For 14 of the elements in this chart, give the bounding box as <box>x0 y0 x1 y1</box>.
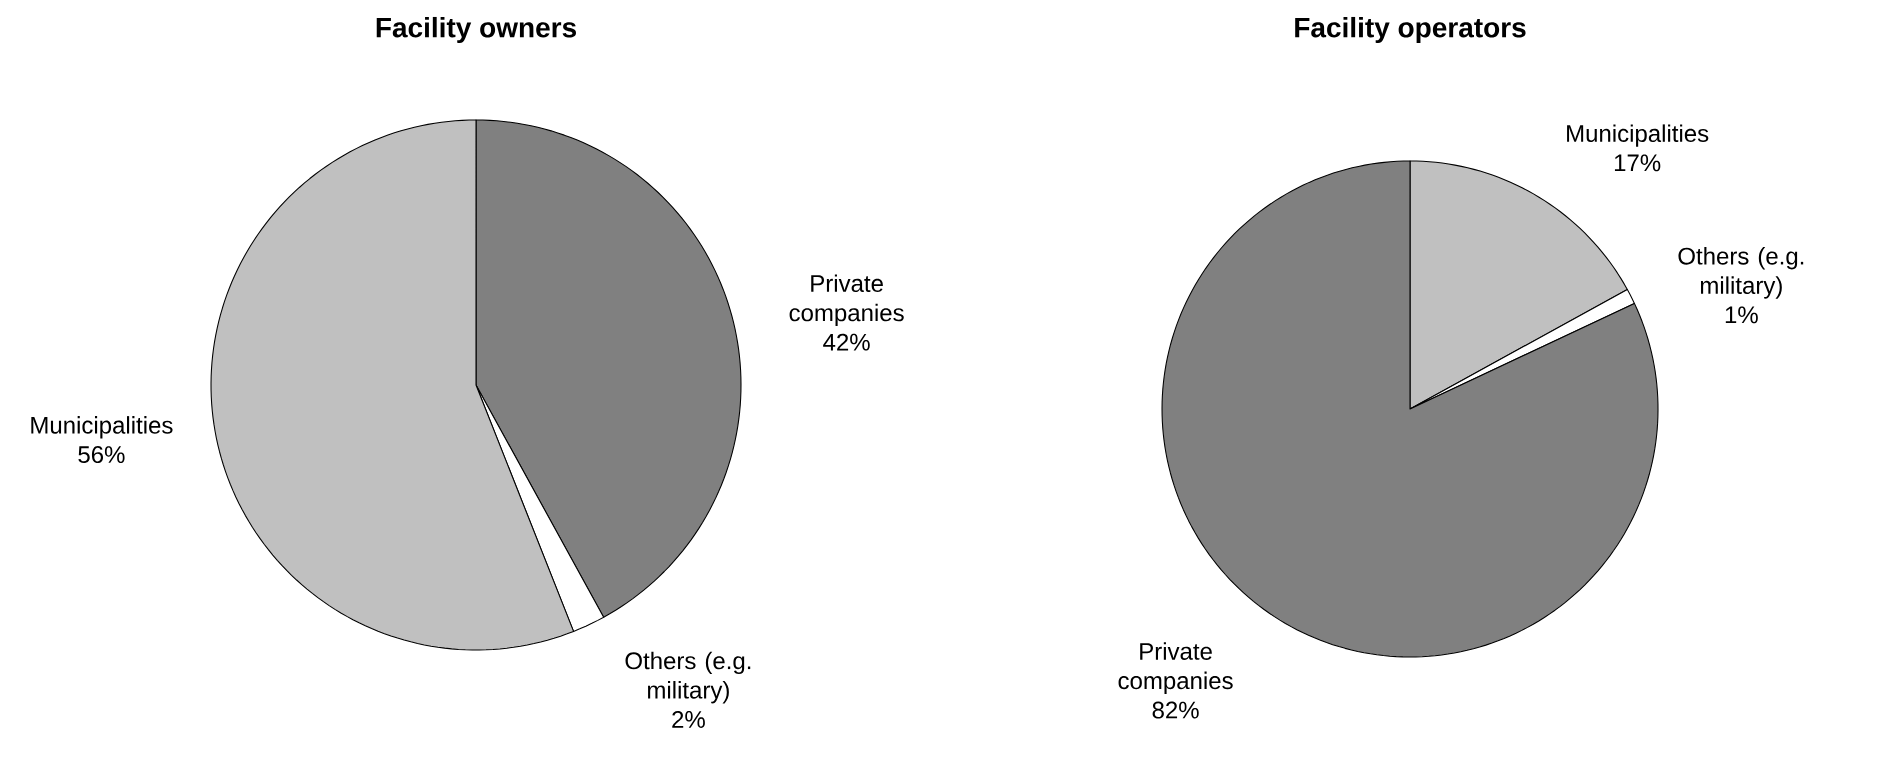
data-label: 2% <box>672 710 705 728</box>
data-label: 42% <box>823 333 870 351</box>
slice-label: Municipalities <box>31 416 173 439</box>
slice-label: Others (e.g. military) <box>625 651 751 704</box>
slice-label: Municipalities <box>1567 124 1709 147</box>
slice-label: Private companies <box>1118 642 1233 694</box>
data-label: 82% <box>1152 701 1199 719</box>
chart-title: Facility operators <box>1295 16 1526 44</box>
data-label: 17% <box>1614 154 1661 172</box>
chart-title: Facility owners <box>376 16 576 44</box>
data-label: 56% <box>78 446 125 464</box>
data-label: 1% <box>1725 306 1758 324</box>
slice-label: Private companies <box>789 274 904 327</box>
slice-label: Others (e.g. military) <box>1678 247 1804 299</box>
